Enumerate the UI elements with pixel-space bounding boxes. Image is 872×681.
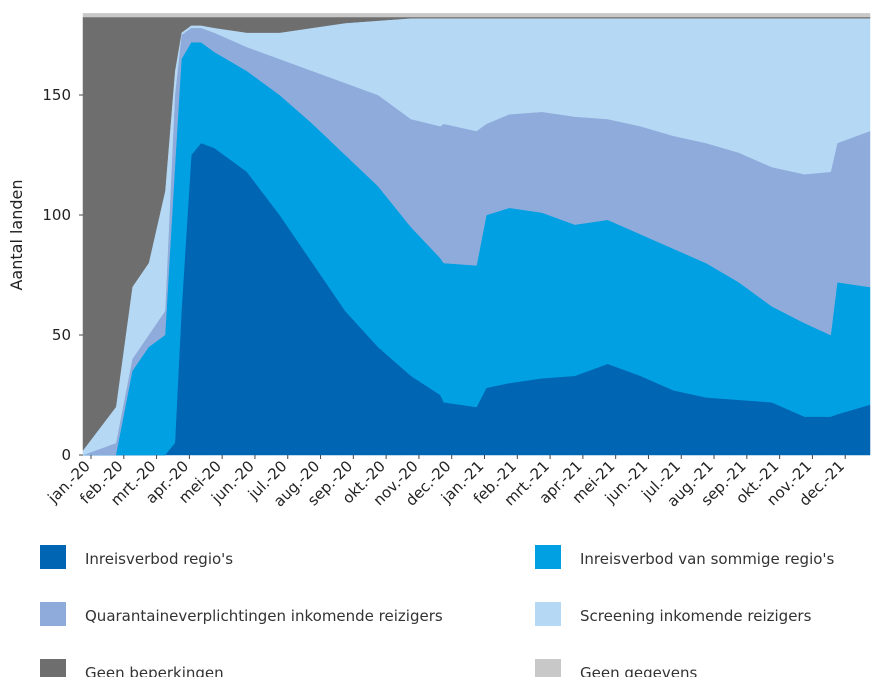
legend-swatch (40, 545, 66, 569)
legend-swatch (535, 602, 561, 626)
legend-swatch (40, 602, 66, 626)
legend-label: Geen beperkingen (85, 664, 224, 677)
legend-label: Inreisverbod regio's (85, 550, 233, 568)
y-tick-label: 0 (61, 446, 71, 464)
legend-swatch (40, 659, 66, 681)
y-tick-label: 150 (42, 86, 71, 104)
y-tick-label: 50 (52, 326, 71, 344)
legend-label: Quarantaineverplichtingen inkomende reiz… (85, 607, 443, 625)
legend-label: Geen gegevens (580, 664, 697, 677)
area (82, 13, 871, 18)
y-tick-label: 100 (42, 206, 71, 224)
legend-label: Inreisverbod van sommige regio's (580, 550, 835, 568)
legend-swatch (535, 545, 561, 569)
y-axis-label: Aantal landen (7, 179, 26, 290)
legend-swatch (535, 659, 561, 681)
legend-label: Screening inkomende reizigers (580, 607, 812, 625)
